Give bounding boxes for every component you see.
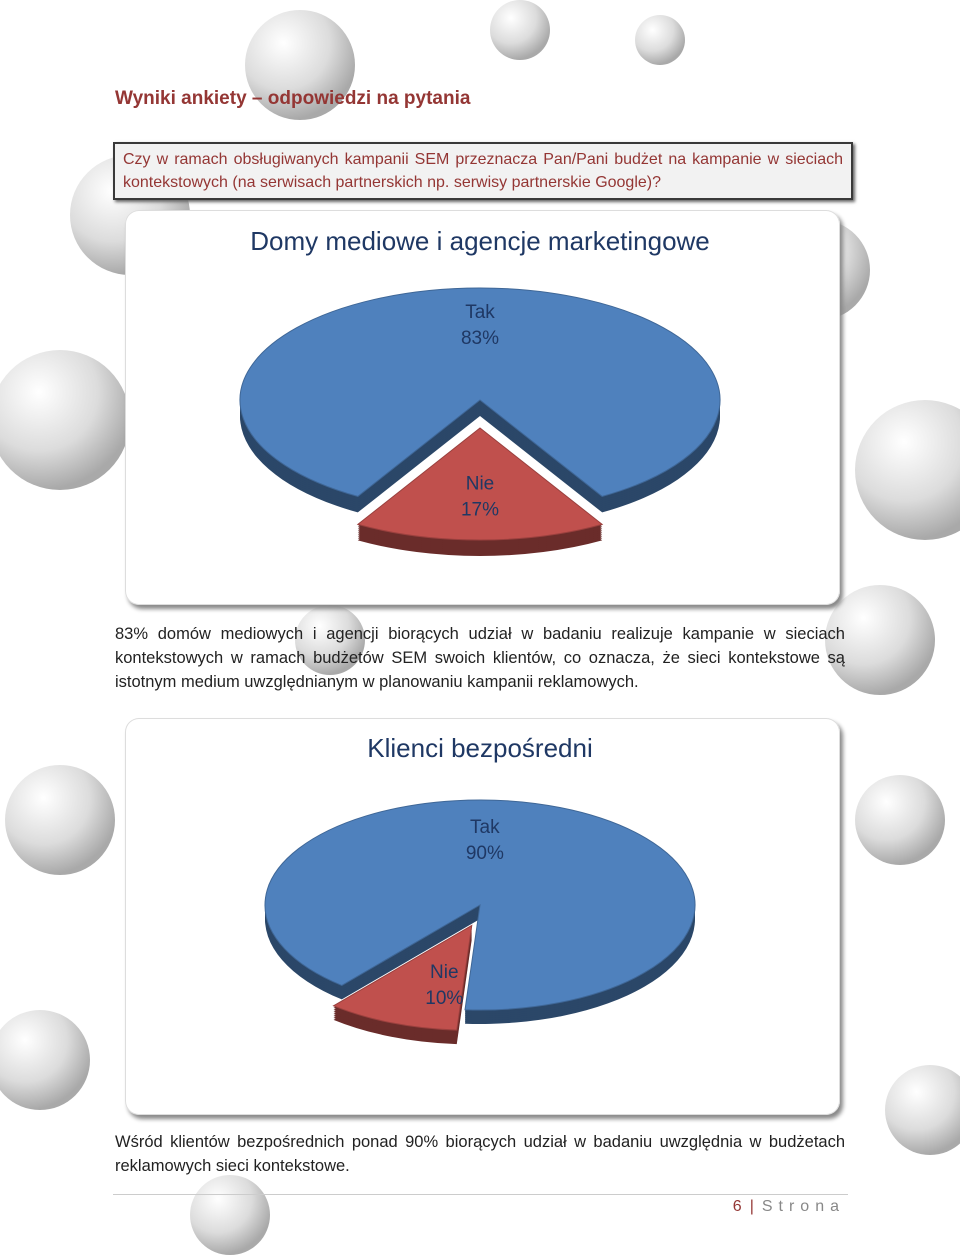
slice-value: 17% [461,499,499,520]
heading: Wyniki ankiety – odpowiedzi na pytania [115,88,471,109]
footer: 6 | Strona [733,1198,845,1216]
slice-category: Nie [466,473,495,494]
pie-slice-group [239,287,721,513]
paragraph: Wśród klientów bezpośrednich ponad 90% b… [115,1133,845,1175]
footer-rule [113,1194,848,1195]
pie-slice-group [332,924,473,1045]
chart-title: Klienci bezpośredni [367,733,592,763]
question: Czy w ramach obsługiwanych kampanii SEM … [113,142,853,200]
pie-slice-group [264,799,696,1024]
pie-slice [332,924,473,1031]
slice-category: Tak [465,302,495,323]
slice-value: 83% [461,328,499,349]
slice-category: Nie [430,962,459,983]
pie-slice [356,427,604,541]
pie-slice-group [356,427,604,556]
page-number: 6 [732,1198,742,1215]
chart-title: Domy mediowe i agencje marketingowe [250,226,710,256]
slice-category: Tak [470,817,500,838]
pie-slice [264,799,696,1011]
slice-value: 10% [425,988,463,1009]
separator: | [749,1198,754,1215]
slice-value: 90% [466,843,504,864]
paragraph: 83% domów mediowych i agencji biorących … [115,625,845,691]
pie-slice [239,287,721,497]
page-label: Strona [761,1198,845,1215]
